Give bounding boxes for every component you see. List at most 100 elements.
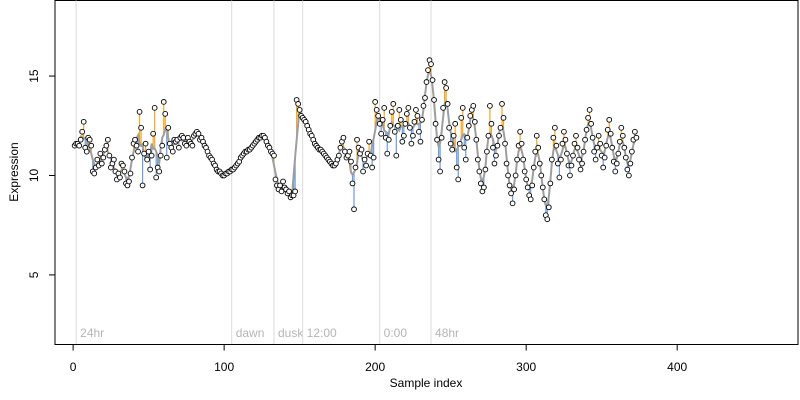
data-point-284 xyxy=(500,114,507,121)
data-point-21 xyxy=(103,142,110,149)
data-point-197 xyxy=(369,164,375,171)
x-tick-label-1: 100 xyxy=(214,360,234,374)
data-point-247 xyxy=(444,101,451,107)
data-point-50 xyxy=(147,166,153,173)
data-point-332 xyxy=(573,132,579,139)
data-point-59 xyxy=(160,99,167,105)
data-point-345 xyxy=(592,156,599,163)
data-point-351 xyxy=(601,154,608,161)
x-axis-title: Sample index xyxy=(390,376,463,390)
data-point-275 xyxy=(487,103,493,109)
data-point-45 xyxy=(139,182,146,189)
data-point-313 xyxy=(544,216,551,223)
data-point-58 xyxy=(159,142,166,149)
data-point-365 xyxy=(622,154,629,161)
data-point-8 xyxy=(83,148,90,155)
data-point-334 xyxy=(576,156,582,163)
data-point-237 xyxy=(429,77,436,83)
data-point-17 xyxy=(97,150,104,157)
data-point-225 xyxy=(411,118,418,125)
data-point-286 xyxy=(503,160,510,167)
data-point-296 xyxy=(518,140,525,147)
data-point-258 xyxy=(461,144,468,151)
data-point-259 xyxy=(462,156,469,163)
data-point-32 xyxy=(120,162,126,169)
data-point-262 xyxy=(467,112,474,119)
data-point-347 xyxy=(595,132,602,139)
data-point-187 xyxy=(354,136,360,143)
data-point-132 xyxy=(271,152,277,159)
time-markers: 24hr dawn dusk 12:00 0:00 48hr xyxy=(75,0,459,345)
data-point-61 xyxy=(163,154,170,161)
data-point-348 xyxy=(597,140,604,147)
data-point-340 xyxy=(585,114,591,121)
data-point-297 xyxy=(520,156,527,163)
data-point-48 xyxy=(144,156,150,163)
data-point-190 xyxy=(358,146,365,153)
data-point-261 xyxy=(465,122,472,129)
data-point-265 xyxy=(471,118,478,125)
data-point-279 xyxy=(493,152,499,159)
data-point-195 xyxy=(366,138,372,145)
data-point-82 xyxy=(195,130,202,137)
data-point-342 xyxy=(588,120,594,127)
data-point-283 xyxy=(499,101,505,107)
data-point-37 xyxy=(127,170,134,177)
data-point-254 xyxy=(455,176,462,183)
plot-frame xyxy=(54,0,799,345)
data-point-56 xyxy=(156,168,163,175)
data-point-317 xyxy=(550,134,557,141)
data-point-217 xyxy=(399,138,406,145)
data-point-226 xyxy=(413,107,419,113)
data-point-276 xyxy=(488,120,495,127)
data-point-267 xyxy=(474,156,481,163)
data-point-372 xyxy=(633,134,640,141)
data-point-354 xyxy=(606,116,613,123)
data-point-366 xyxy=(624,166,631,173)
data-point-74 xyxy=(183,142,190,149)
data-point-4 xyxy=(77,136,84,143)
data-point-369 xyxy=(629,148,635,155)
data-point-278 xyxy=(491,160,498,167)
data-point-148 xyxy=(295,101,301,107)
data-point-322 xyxy=(558,156,564,163)
data-point-252 xyxy=(452,120,459,127)
data-point-11 xyxy=(88,142,95,149)
data-point-238 xyxy=(431,97,437,103)
data-point-277 xyxy=(490,144,496,151)
data-point-26 xyxy=(111,156,117,163)
data-point-310 xyxy=(539,184,546,191)
data-point-178 xyxy=(340,134,347,141)
data-point-269 xyxy=(478,180,484,187)
data-point-36 xyxy=(126,178,132,185)
data-point-343 xyxy=(589,134,596,141)
data-point-244 xyxy=(440,105,446,111)
data-point-324 xyxy=(561,128,567,135)
data-point-303 xyxy=(529,182,536,189)
data-point-212 xyxy=(391,128,398,135)
data-point-19 xyxy=(100,154,107,161)
data-point-271 xyxy=(481,184,487,191)
data-point-311 xyxy=(541,196,548,203)
data-point-43 xyxy=(136,109,143,115)
data-point-295 xyxy=(517,128,523,135)
data-point-251 xyxy=(450,132,457,139)
data-point-352 xyxy=(603,142,610,149)
data-point-298 xyxy=(521,168,528,175)
data-point-57 xyxy=(157,152,164,159)
marker-label-3: 12:00 xyxy=(307,326,337,340)
data-point-149 xyxy=(296,107,303,113)
data-point-248 xyxy=(446,124,453,131)
data-point-273 xyxy=(484,148,490,155)
data-point-193 xyxy=(363,162,369,169)
data-point-23 xyxy=(106,152,113,159)
data-point-51 xyxy=(148,152,155,159)
data-point-65 xyxy=(169,148,176,155)
data-point-42 xyxy=(135,148,141,155)
data-point-274 xyxy=(485,132,492,139)
data-point-304 xyxy=(530,164,537,171)
data-point-236 xyxy=(428,61,434,67)
data-point-223 xyxy=(408,140,415,147)
data-point-315 xyxy=(547,180,554,187)
